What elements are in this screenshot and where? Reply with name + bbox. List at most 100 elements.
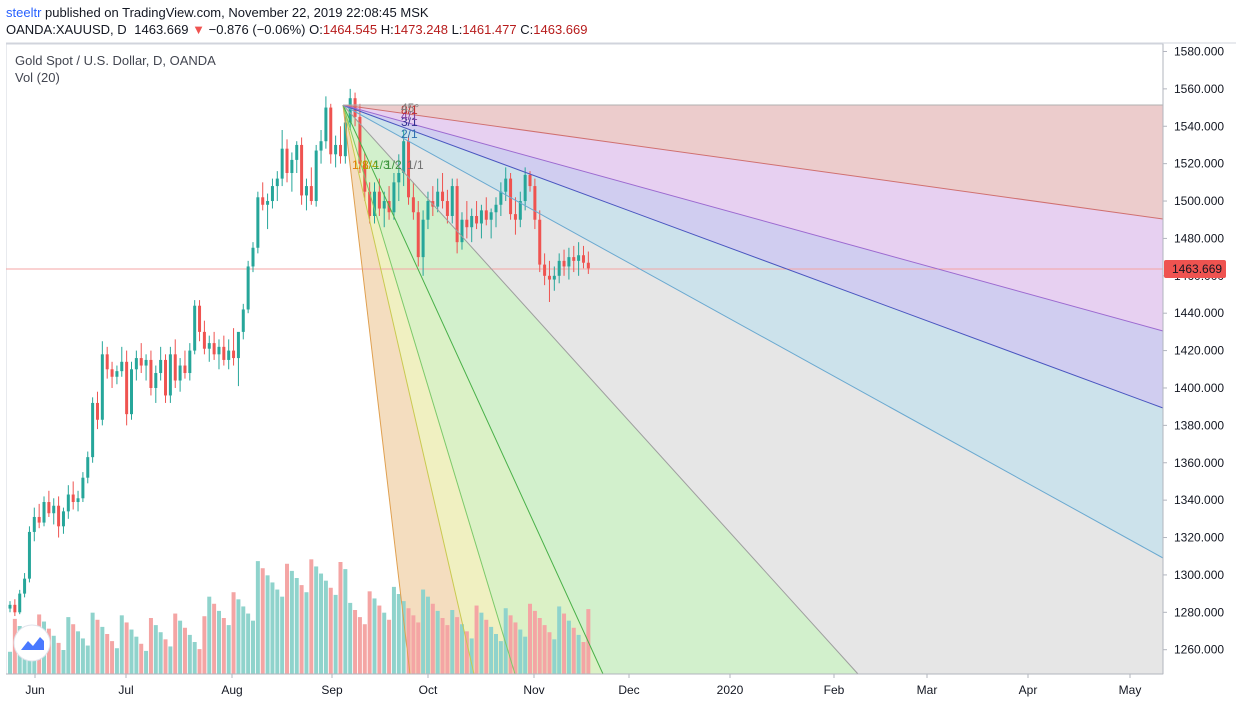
volume-bar bbox=[226, 625, 231, 674]
gann-fan-line bbox=[342, 104, 1164, 332]
x-tick-label: Feb bbox=[824, 683, 845, 697]
candle-body bbox=[465, 219, 469, 228]
gann-fan-label: 4/1 bbox=[401, 109, 418, 123]
candle-body bbox=[270, 186, 274, 202]
y-tick-label: 1440.000 bbox=[1174, 306, 1224, 320]
gann-fan-line bbox=[342, 104, 1164, 409]
candle-body bbox=[513, 214, 517, 220]
candle-body bbox=[164, 359, 168, 396]
volume-bar bbox=[212, 603, 217, 674]
volume-bar bbox=[435, 610, 440, 674]
volume-bar bbox=[474, 605, 479, 674]
volume-bar bbox=[221, 618, 226, 674]
candle-body bbox=[455, 186, 459, 243]
author-link[interactable]: steeltr bbox=[6, 5, 42, 20]
time-axis[interactable]: Jun Jul Aug Sep Oct Nov Dec 2020 Feb Mar Apr May bbox=[25, 674, 1141, 697]
candle-body bbox=[47, 502, 51, 514]
high-value: 1473.248 bbox=[393, 22, 448, 37]
candle-body bbox=[212, 343, 216, 355]
last-price: 1463.669 bbox=[134, 22, 189, 37]
candle-body bbox=[261, 197, 265, 205]
candle-body bbox=[392, 182, 396, 213]
x-tick-label: Oct bbox=[419, 683, 438, 697]
candle-body bbox=[358, 116, 362, 164]
candle-body bbox=[533, 186, 537, 220]
candle-body bbox=[528, 174, 532, 187]
volume-bar bbox=[401, 601, 406, 674]
volume-bar bbox=[275, 589, 280, 674]
volume-bar bbox=[85, 645, 90, 674]
candlesticks bbox=[8, 88, 590, 617]
volume-bar bbox=[576, 634, 581, 674]
volume-bar bbox=[377, 605, 382, 674]
volume-bar bbox=[76, 631, 81, 674]
volume-bar bbox=[362, 624, 367, 674]
volume-bar bbox=[119, 615, 124, 674]
candle-body bbox=[110, 369, 114, 377]
candle-body bbox=[494, 204, 498, 213]
candle-body bbox=[572, 257, 576, 261]
y-tick-label: 1360.000 bbox=[1174, 456, 1224, 470]
candle-body bbox=[42, 502, 46, 523]
volume-bar bbox=[416, 622, 421, 674]
candle-body bbox=[193, 305, 197, 351]
indicator-label: Vol (20) bbox=[15, 70, 60, 85]
candle-body bbox=[538, 219, 542, 265]
price-axis[interactable]: 1580.000 1560.000 1540.000 1520.000 1500.000… bbox=[1163, 44, 1224, 657]
volume-bar bbox=[581, 642, 586, 674]
x-tick-label: Mar bbox=[917, 683, 938, 697]
volume-bar bbox=[469, 638, 474, 674]
volume-bar bbox=[503, 608, 508, 674]
y-tick-label: 1500.000 bbox=[1174, 194, 1224, 208]
high-label: H: bbox=[380, 22, 394, 37]
candle-body bbox=[115, 371, 119, 377]
volume-bar bbox=[323, 580, 328, 674]
volume-bar bbox=[513, 622, 518, 674]
volume-bar bbox=[207, 596, 212, 674]
y-tick-label: 1300.000 bbox=[1174, 568, 1224, 582]
volume-bar bbox=[153, 625, 158, 674]
x-tick-label: Nov bbox=[523, 683, 544, 697]
y-tick-label: 1340.000 bbox=[1174, 493, 1224, 507]
candle-body bbox=[324, 107, 328, 142]
candle-body bbox=[426, 201, 430, 220]
open-label: O: bbox=[309, 22, 323, 37]
gann-fan-labels: 1/81/41/31/2 1/1 2/13/14/18/145° bbox=[352, 101, 424, 172]
volume-bar bbox=[391, 586, 396, 674]
volume-bar bbox=[110, 641, 115, 674]
candle-body bbox=[66, 494, 70, 512]
y-tick-label: 1480.000 bbox=[1174, 231, 1224, 245]
volume-bar bbox=[285, 563, 290, 674]
gann-fan-label: 1/1 bbox=[407, 158, 424, 172]
volume-bar bbox=[134, 636, 139, 674]
y-tick-label: 1540.000 bbox=[1174, 119, 1224, 133]
gann-fan-lines[interactable] bbox=[342, 104, 1164, 675]
candle-body bbox=[256, 197, 260, 248]
candle-body bbox=[198, 305, 202, 332]
volume-bar bbox=[197, 649, 202, 674]
y-tick-label: 1520.000 bbox=[1174, 157, 1224, 171]
candle-body bbox=[188, 350, 192, 374]
close-label: C: bbox=[520, 22, 534, 37]
candle-body bbox=[23, 578, 27, 594]
candle-body bbox=[499, 191, 503, 205]
candle-body bbox=[8, 604, 12, 609]
candle-body bbox=[421, 219, 425, 258]
candle-body bbox=[382, 201, 386, 209]
volume-bar bbox=[343, 569, 348, 674]
x-tick-label: 2020 bbox=[717, 683, 744, 697]
candle-body bbox=[76, 498, 80, 503]
candle-body bbox=[470, 215, 474, 228]
volume-bar bbox=[309, 559, 314, 674]
tradingview-logo-icon[interactable] bbox=[13, 624, 51, 662]
volume-bar bbox=[508, 615, 513, 674]
volume-bar bbox=[382, 612, 387, 674]
volume-bar bbox=[411, 615, 416, 674]
volume-bar bbox=[357, 617, 362, 674]
candle-body bbox=[227, 350, 231, 360]
x-tick-label: May bbox=[1119, 683, 1142, 697]
volume-bar bbox=[348, 602, 353, 674]
volume-bar bbox=[484, 619, 489, 674]
volume-bar bbox=[202, 616, 207, 674]
